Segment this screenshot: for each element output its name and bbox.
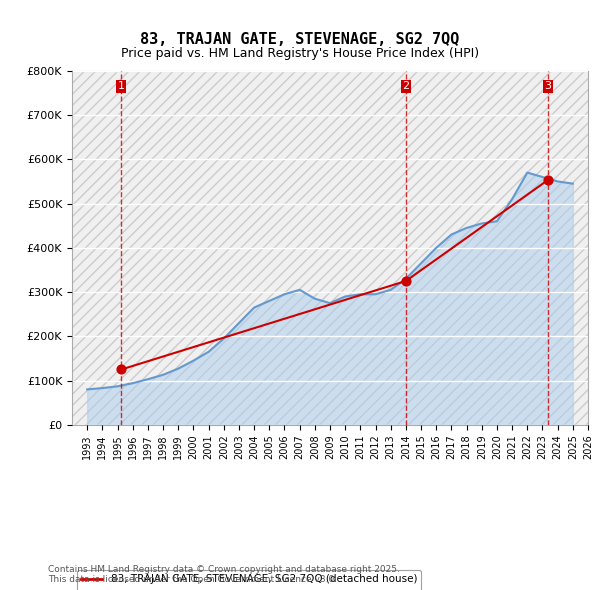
Text: £325,000: £325,000 xyxy=(270,484,324,494)
Text: 1: 1 xyxy=(118,81,125,91)
Text: 27-JUN-2014: 27-JUN-2014 xyxy=(112,484,185,494)
Text: Contains HM Land Registry data © Crown copyright and database right 2025.
This d: Contains HM Land Registry data © Crown c… xyxy=(48,565,400,584)
Text: £553,000: £553,000 xyxy=(270,513,324,523)
Text: £125,000: £125,000 xyxy=(270,455,324,465)
Text: Price paid vs. HM Land Registry's House Price Index (HPI): Price paid vs. HM Land Registry's House … xyxy=(121,47,479,60)
Text: 3: 3 xyxy=(50,513,57,523)
Legend: 83, TRAJAN GATE, STEVENAGE, SG2 7QQ (detached house), HPI: Average price, detach: 83, TRAJAN GATE, STEVENAGE, SG2 7QQ (det… xyxy=(77,570,421,590)
Text: 29-SEP-1995: 29-SEP-1995 xyxy=(112,455,185,465)
Text: 2: 2 xyxy=(50,484,57,494)
Point xyxy=(543,175,553,185)
Point xyxy=(116,365,126,374)
Text: 2: 2 xyxy=(403,81,409,91)
Point xyxy=(401,276,410,286)
Text: 83, TRAJAN GATE, STEVENAGE, SG2 7QQ: 83, TRAJAN GATE, STEVENAGE, SG2 7QQ xyxy=(140,32,460,47)
Text: 11% ↓ HPI: 11% ↓ HPI xyxy=(391,513,452,523)
Text: 09-NOV-2023: 09-NOV-2023 xyxy=(112,513,185,523)
Text: 3: 3 xyxy=(544,81,551,91)
Text: 14% ↓ HPI: 14% ↓ HPI xyxy=(391,484,452,494)
Text: 1: 1 xyxy=(50,455,57,465)
Text: 21% ↑ HPI: 21% ↑ HPI xyxy=(391,455,452,465)
